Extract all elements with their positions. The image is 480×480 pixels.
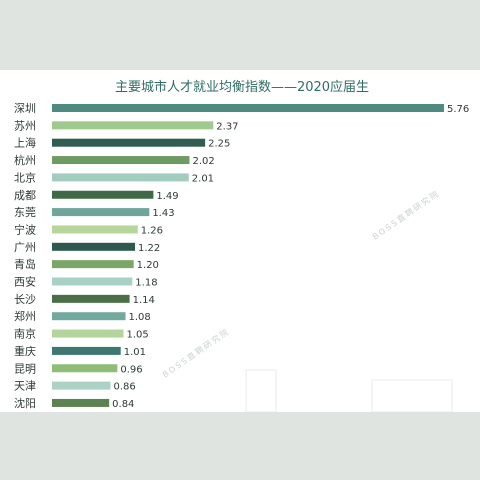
bar	[52, 156, 190, 165]
bar	[52, 242, 136, 251]
category-label: 青岛	[14, 257, 36, 271]
value-label: 2.02	[192, 156, 214, 167]
chart-title: 主要城市人才就业均衡指数——2020应届生	[115, 79, 369, 95]
value-label: 0.86	[114, 382, 136, 393]
category-label: 南京	[14, 327, 36, 341]
bars-layer: 深圳 5.76 苏州 2.37 上海 2.25 杭州 2.02 北京 2.01 成都 1.49 东莞 1.…	[14, 102, 469, 410]
category-label: 西安	[14, 275, 36, 289]
bar	[52, 225, 138, 234]
bar	[52, 138, 206, 147]
watermark-building-shape	[371, 379, 453, 412]
category-label: 苏州	[14, 119, 36, 132]
bar	[52, 381, 111, 390]
watermark-text: BOSS直聘研究院	[160, 326, 231, 380]
value-label: 1.22	[138, 243, 160, 254]
watermark-building-shape	[245, 369, 277, 412]
bar	[52, 364, 118, 373]
category-label: 杭州	[14, 153, 36, 167]
category-label: 上海	[14, 136, 36, 150]
category-label: 沈阳	[14, 396, 36, 410]
value-label: 1.49	[156, 191, 178, 202]
bar-chart: BOSS直聘研究院 BOSS直聘研究院 主要城市人才就业均衡指数——2020应届…	[14, 79, 469, 412]
bar	[52, 329, 124, 338]
category-label: 广州	[14, 241, 36, 254]
value-label: 2.37	[216, 121, 238, 132]
value-label: 0.84	[112, 399, 134, 410]
bar	[52, 208, 150, 217]
bar	[52, 277, 133, 286]
value-label: 1.14	[133, 295, 155, 306]
bar	[52, 294, 130, 303]
value-label: 1.05	[126, 330, 148, 341]
value-label: 2.01	[192, 173, 214, 184]
value-label: 1.18	[135, 278, 157, 289]
bar	[52, 121, 214, 130]
bar	[52, 346, 121, 355]
category-label: 重庆	[14, 344, 36, 358]
value-label: 1.20	[137, 260, 159, 271]
category-label: 成都	[14, 189, 36, 202]
category-label: 郑州	[14, 309, 36, 323]
watermark-layer: BOSS直聘研究院 BOSS直聘研究院	[160, 188, 453, 412]
value-label: 2.25	[208, 139, 230, 150]
value-label: 1.01	[124, 347, 146, 358]
value-label: 1.26	[141, 225, 163, 236]
category-label: 宁波	[14, 222, 36, 236]
value-label: 5.76	[447, 104, 469, 115]
value-label: 0.96	[120, 364, 142, 375]
bar	[52, 260, 134, 269]
category-label: 天津	[14, 380, 36, 393]
bar	[52, 104, 444, 112]
category-label: 昆明	[14, 362, 36, 375]
bar	[52, 190, 154, 199]
category-label: 北京	[14, 170, 36, 184]
value-label: 1.08	[129, 312, 151, 323]
value-label: 1.43	[152, 208, 174, 219]
category-label: 深圳	[14, 102, 36, 115]
bar	[52, 173, 189, 182]
category-label: 长沙	[14, 293, 36, 306]
watermark-text: BOSS直聘研究院	[370, 188, 441, 242]
category-label: 东莞	[14, 206, 36, 219]
bar	[52, 312, 126, 321]
chart-card: BOSS直聘研究院 BOSS直聘研究院 主要城市人才就业均衡指数——2020应届…	[0, 70, 480, 412]
bar	[52, 398, 110, 407]
